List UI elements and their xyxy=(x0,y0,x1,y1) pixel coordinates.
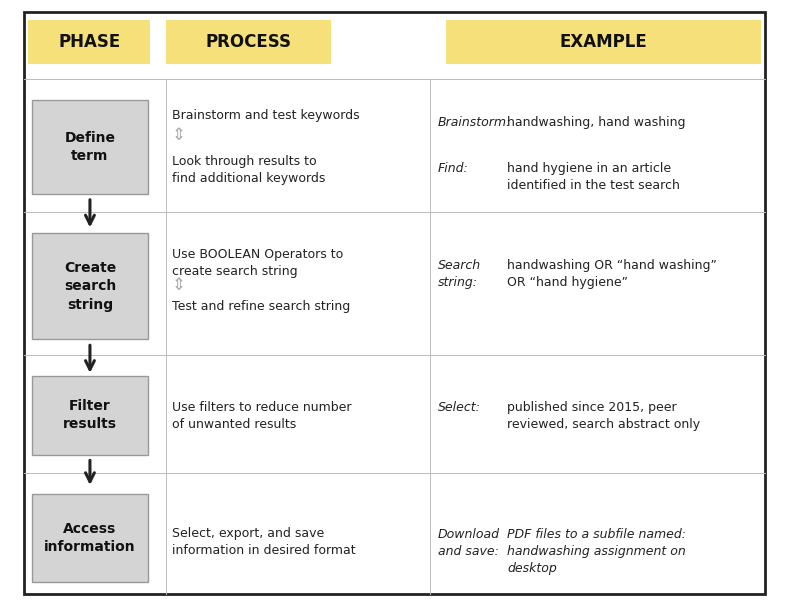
Bar xyxy=(32,100,148,194)
Text: Brainstorm:: Brainstorm: xyxy=(438,116,511,129)
Text: ⇕: ⇕ xyxy=(172,276,186,294)
Text: Create
search
string: Create search string xyxy=(64,261,116,311)
Text: published since 2015, peer
reviewed, search abstract only: published since 2015, peer reviewed, sea… xyxy=(507,401,701,431)
Text: Download
and save:: Download and save: xyxy=(438,528,500,559)
Bar xyxy=(32,233,148,339)
Text: Select, export, and save
information in desired format: Select, export, and save information in … xyxy=(172,527,356,558)
Bar xyxy=(28,20,150,64)
Text: Filter
results: Filter results xyxy=(63,399,117,431)
Text: handwashing OR “hand washing”
OR “hand hygiene”: handwashing OR “hand washing” OR “hand h… xyxy=(507,259,717,290)
Text: Use BOOLEAN Operators to
create search string: Use BOOLEAN Operators to create search s… xyxy=(172,248,343,279)
Bar xyxy=(166,20,331,64)
Text: PDF files to a subfile named:
handwashing assignment on
desktop: PDF files to a subfile named: handwashin… xyxy=(507,528,686,576)
Text: Test and refine search string: Test and refine search string xyxy=(172,300,350,313)
Bar xyxy=(446,20,761,64)
Text: PHASE: PHASE xyxy=(58,33,120,51)
Text: hand hygiene in an article
identified in the test search: hand hygiene in an article identified in… xyxy=(507,162,680,192)
Text: Brainstorm and test keywords: Brainstorm and test keywords xyxy=(172,108,360,122)
Text: Find:: Find: xyxy=(438,162,469,175)
Bar xyxy=(32,376,148,454)
Text: Access
information: Access information xyxy=(44,522,136,554)
Text: Select:: Select: xyxy=(438,401,481,414)
Text: ⇕: ⇕ xyxy=(172,125,186,144)
Text: Define
term: Define term xyxy=(65,131,115,163)
Text: Use filters to reduce number
of unwanted results: Use filters to reduce number of unwanted… xyxy=(172,401,352,431)
Bar xyxy=(32,494,148,582)
Text: Search
string:: Search string: xyxy=(438,259,481,290)
Text: PROCESS: PROCESS xyxy=(206,33,291,51)
Text: handwashing, hand washing: handwashing, hand washing xyxy=(507,116,686,129)
Text: Look through results to
find additional keywords: Look through results to find additional … xyxy=(172,155,325,185)
Text: EXAMPLE: EXAMPLE xyxy=(559,33,648,51)
